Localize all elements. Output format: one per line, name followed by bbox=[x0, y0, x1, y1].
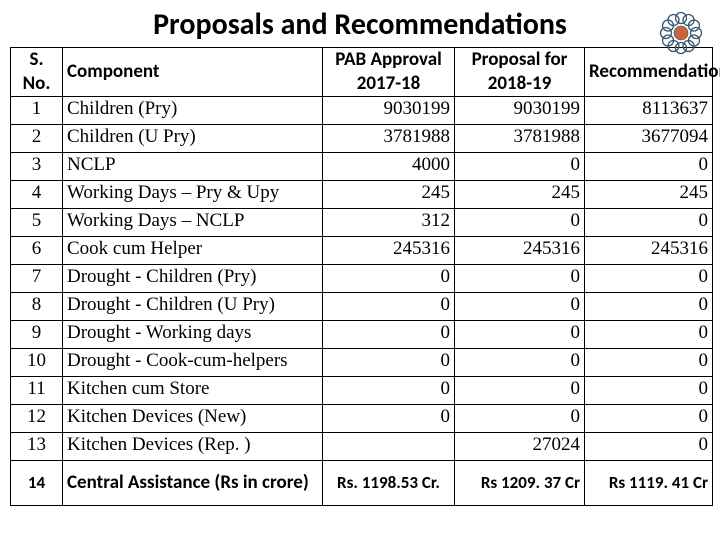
cell-proposal: 9030199 bbox=[455, 97, 585, 125]
cell-component: Drought - Children (U Pry) bbox=[63, 293, 323, 321]
cell-rec: 0 bbox=[585, 433, 713, 461]
cell-rec: 245 bbox=[585, 181, 713, 209]
cell-pab: 312 bbox=[323, 209, 455, 237]
cell-rec: 3677094 bbox=[585, 125, 713, 153]
cell-rec: 0 bbox=[585, 405, 713, 433]
cell-sn: 9 bbox=[11, 321, 63, 349]
cell-component: Kitchen cum Store bbox=[63, 377, 323, 405]
col-sn: S. No. bbox=[11, 48, 63, 97]
cell-proposal: 0 bbox=[455, 377, 585, 405]
cell-proposal: 0 bbox=[455, 265, 585, 293]
cell-rec: 0 bbox=[585, 377, 713, 405]
cell-sn: 1 bbox=[11, 97, 63, 125]
cell-pab: 0 bbox=[323, 293, 455, 321]
cell-component: Working Days – Pry & Upy bbox=[63, 181, 323, 209]
cell-proposal: 0 bbox=[455, 349, 585, 377]
table-row: 12Kitchen Devices (New)000 bbox=[11, 405, 713, 433]
cell-component: Kitchen Devices (Rep. ) bbox=[63, 433, 323, 461]
cell-component: Drought - Working days bbox=[63, 321, 323, 349]
cell-rec: 245316 bbox=[585, 237, 713, 265]
cell-proposal: 245 bbox=[455, 181, 585, 209]
table-row: 2Children (U Pry)378198837819883677094 bbox=[11, 125, 713, 153]
cell-sn: 13 bbox=[11, 433, 63, 461]
cell-pab: 0 bbox=[323, 265, 455, 293]
cell-component: Children (Pry) bbox=[63, 97, 323, 125]
col-pab: PAB Approval 2017-18 bbox=[323, 48, 455, 97]
cell-rec: 0 bbox=[585, 265, 713, 293]
cell-pab: 245 bbox=[323, 181, 455, 209]
cell-proposal: 3781988 bbox=[455, 125, 585, 153]
cell-component: Drought - Children (Pry) bbox=[63, 265, 323, 293]
col-proposal: Proposal for 2018-19 bbox=[455, 48, 585, 97]
cell-sn: 2 bbox=[11, 125, 63, 153]
cell-rec: 0 bbox=[585, 293, 713, 321]
cell-pab bbox=[323, 433, 455, 461]
cell-component: Kitchen Devices (New) bbox=[63, 405, 323, 433]
cell-rec: 0 bbox=[585, 209, 713, 237]
cell-pab: 0 bbox=[323, 321, 455, 349]
cell-component: Children (U Pry) bbox=[63, 125, 323, 153]
cell-pab: 4000 bbox=[323, 153, 455, 181]
cell-component: Drought - Cook-cum-helpers bbox=[63, 349, 323, 377]
cell-rec: 0 bbox=[585, 321, 713, 349]
cell-sn: 6 bbox=[11, 237, 63, 265]
cell-sn: 12 bbox=[11, 405, 63, 433]
cell-proposal: 0 bbox=[455, 321, 585, 349]
cell-proposal: 0 bbox=[455, 293, 585, 321]
table-row: 11Kitchen cum Store000 bbox=[11, 377, 713, 405]
cell-proposal: 245316 bbox=[455, 237, 585, 265]
cell-proposal: 0 bbox=[455, 405, 585, 433]
cell-pab: 3781988 bbox=[323, 125, 455, 153]
cell-component: Cook cum Helper bbox=[63, 237, 323, 265]
cell-sn: 8 bbox=[11, 293, 63, 321]
table-row: 5Working Days – NCLP31200 bbox=[11, 209, 713, 237]
cell-pab: 0 bbox=[323, 349, 455, 377]
table-row: 13Kitchen Devices (Rep. ) 270240 bbox=[11, 433, 713, 461]
table-row: 3NCLP400000 bbox=[11, 153, 713, 181]
table-row: 7Drought - Children (Pry)000 bbox=[11, 265, 713, 293]
cell-component: Central Assistance (Rs in crore) bbox=[63, 461, 323, 506]
table-row: 4Working Days – Pry & Upy245245245 bbox=[11, 181, 713, 209]
emblem-icon bbox=[656, 8, 706, 58]
table-row: 6Cook cum Helper245316245316245316 bbox=[11, 237, 713, 265]
cell-sn: 3 bbox=[11, 153, 63, 181]
cell-sn: 7 bbox=[11, 265, 63, 293]
table-row: 9Drought - Working days000 bbox=[11, 321, 713, 349]
cell-pab: 245316 bbox=[323, 237, 455, 265]
cell-rec: 0 bbox=[585, 349, 713, 377]
cell-sn: 11 bbox=[11, 377, 63, 405]
cell-sn: 10 bbox=[11, 349, 63, 377]
cell-pab: 9030199 bbox=[323, 97, 455, 125]
table-footer-row: 14Central Assistance (Rs in crore)Rs. 11… bbox=[11, 461, 713, 506]
cell-sn: 4 bbox=[11, 181, 63, 209]
proposals-table: S. No. Component PAB Approval 2017-18 Pr… bbox=[10, 47, 713, 506]
cell-pab: Rs. 1198.53 Cr. bbox=[323, 461, 455, 506]
page-title: Proposals and Recommendations bbox=[0, 0, 720, 47]
col-component: Component bbox=[63, 48, 323, 97]
table-row: 10Drought - Cook-cum-helpers000 bbox=[11, 349, 713, 377]
cell-rec: 0 bbox=[585, 153, 713, 181]
cell-component: Working Days – NCLP bbox=[63, 209, 323, 237]
cell-proposal: 0 bbox=[455, 209, 585, 237]
cell-proposal: Rs 1209. 37 Cr bbox=[455, 461, 585, 506]
cell-proposal: 27024 bbox=[455, 433, 585, 461]
table-row: 1Children (Pry)903019990301998113637 bbox=[11, 97, 713, 125]
cell-pab: 0 bbox=[323, 405, 455, 433]
table-row: 8Drought - Children (U Pry)000 bbox=[11, 293, 713, 321]
cell-sn: 5 bbox=[11, 209, 63, 237]
table-header-row: S. No. Component PAB Approval 2017-18 Pr… bbox=[11, 48, 713, 97]
cell-rec: 8113637 bbox=[585, 97, 713, 125]
cell-proposal: 0 bbox=[455, 153, 585, 181]
cell-rec: Rs 1119. 41 Cr bbox=[585, 461, 713, 506]
cell-sn: 14 bbox=[11, 461, 63, 506]
cell-component: NCLP bbox=[63, 153, 323, 181]
cell-pab: 0 bbox=[323, 377, 455, 405]
